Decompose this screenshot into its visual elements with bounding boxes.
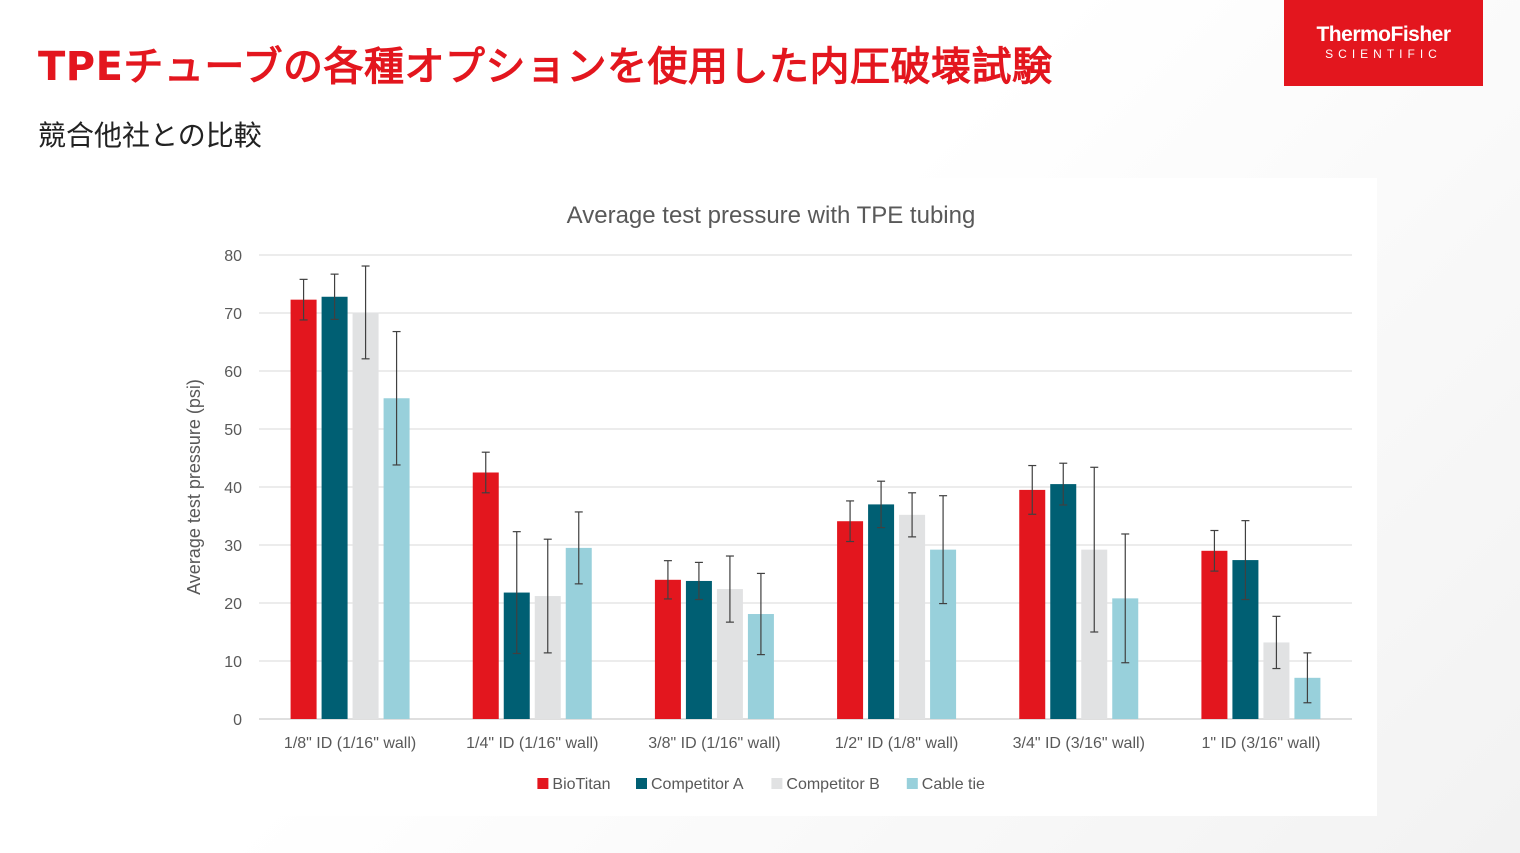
bar — [352, 312, 379, 719]
page-subtitle: 競合他社との比較 — [38, 119, 262, 152]
legend-swatch — [906, 778, 918, 789]
legend-label: Cable tie — [922, 776, 985, 793]
bar-chart: Average test pressure with TPE tubing Av… — [184, 202, 1352, 793]
bar — [654, 579, 681, 719]
grid-lines — [259, 254, 1352, 720]
legend-label: Competitor A — [651, 776, 744, 793]
y-tick-label: 30 — [224, 538, 242, 555]
y-tick-label: 0 — [233, 712, 242, 729]
x-tick-label: 1" ID (3/16" wall) — [1201, 735, 1320, 752]
chart-title: Average test pressure with TPE tubing — [567, 202, 976, 229]
bar — [868, 504, 895, 719]
y-axis-label: Average test pressure (psi) — [184, 379, 204, 595]
bar — [290, 299, 317, 719]
bar — [899, 514, 926, 719]
x-tick-label: 3/4" ID (3/16" wall) — [1013, 735, 1145, 752]
logo-brand: ThermoFisher — [1316, 23, 1451, 46]
bar — [321, 296, 348, 719]
y-tick-label: 60 — [224, 364, 242, 381]
chart-panel: Average test pressure with TPE tubing Av… — [136, 178, 1377, 816]
bar — [1201, 550, 1228, 719]
y-tick-label: 10 — [224, 654, 242, 671]
y-tick-label: 40 — [224, 480, 242, 497]
bar — [1019, 489, 1046, 719]
legend-swatch — [537, 778, 549, 789]
y-tick-label: 80 — [224, 248, 242, 265]
legend-swatch — [771, 778, 783, 789]
bar — [1050, 484, 1077, 719]
bar — [685, 580, 712, 719]
x-tick-label: 1/8" ID (1/16" wall) — [284, 735, 416, 752]
legend-label: BioTitan — [552, 776, 610, 793]
legend-swatch — [636, 778, 647, 789]
x-tick-label: 3/8" ID (1/16" wall) — [648, 735, 780, 752]
bar — [472, 472, 499, 719]
legend: BioTitan Competitor A Competitor B Cable ti… — [537, 776, 985, 793]
bar-marks — [290, 296, 1321, 719]
x-tick-label: 1/4" ID (1/16" wall) — [466, 735, 598, 752]
error-bars — [299, 265, 1312, 704]
page-title: TPEチューブの各種オプションを使用した内圧破壊試験 — [38, 44, 1053, 90]
y-tick-label: 20 — [224, 596, 242, 613]
y-tick-label: 50 — [224, 422, 242, 439]
bar — [837, 521, 864, 719]
brand-logo: ThermoFisher SCIENTIFIC — [1284, 0, 1483, 86]
y-tick-labels: 0 10 20 30 40 50 60 70 80 — [224, 248, 242, 729]
y-tick-label: 70 — [224, 306, 242, 323]
x-tick-label: 1/2" ID (1/8" wall) — [835, 735, 958, 752]
legend-label: Competitor B — [786, 776, 879, 793]
logo-sub: SCIENTIFIC — [1325, 47, 1442, 61]
x-tick-labels: 1/8" ID (1/16" wall) 1/4" ID (1/16" wall)… — [284, 735, 1320, 752]
